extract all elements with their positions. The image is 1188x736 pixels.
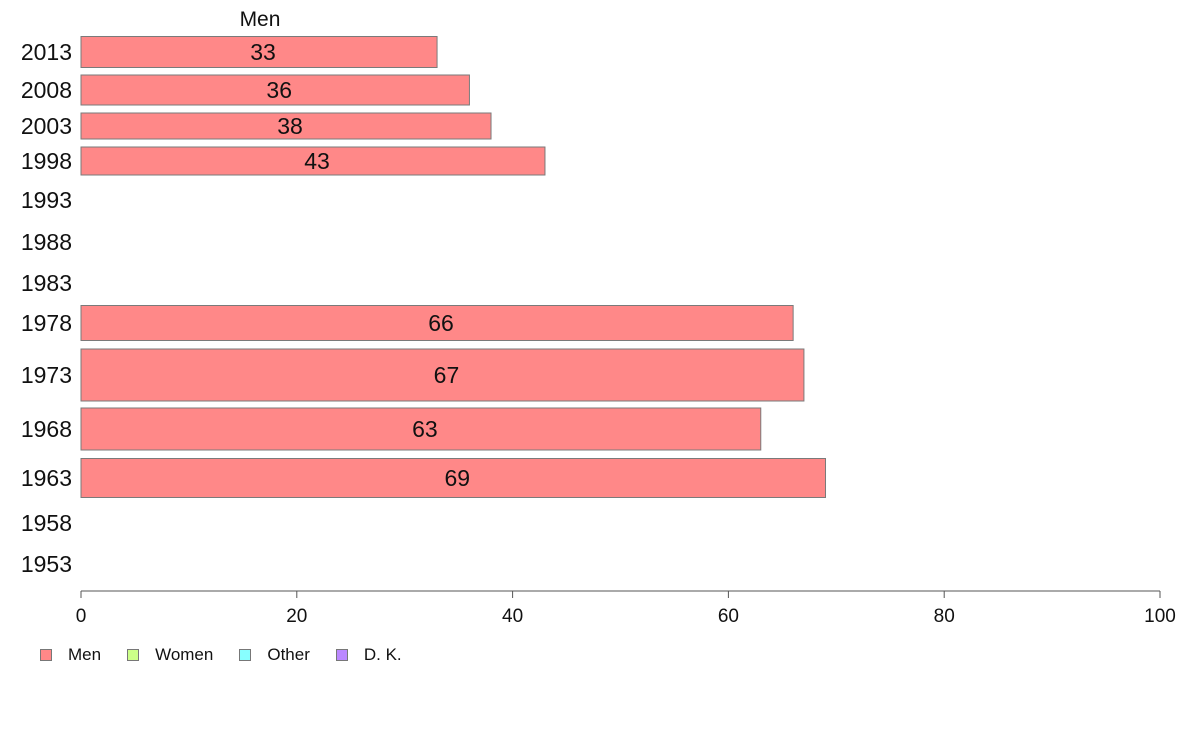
- category-label: 1978: [21, 310, 72, 336]
- data-label: 33: [250, 39, 276, 65]
- bar: [80, 348, 805, 402]
- legend-item-other: Other: [239, 645, 310, 665]
- category-label: 2003: [21, 113, 72, 139]
- legend-label-dk: D. K.: [363, 645, 402, 664]
- category-label: 1988: [21, 229, 72, 255]
- legend-label-men: Men: [68, 645, 102, 664]
- data-label: 43: [304, 148, 330, 174]
- x-tick-label: 40: [502, 606, 523, 627]
- data-label: 67: [434, 362, 460, 388]
- x-tick-label: 60: [718, 606, 739, 627]
- legend-item-women: Women: [127, 645, 213, 665]
- x-tick-label: 20: [286, 606, 307, 627]
- bar: [80, 112, 492, 140]
- bar: [80, 458, 827, 498]
- category-label: 2013: [21, 39, 72, 65]
- bar: [80, 146, 546, 176]
- category-label: 2008: [21, 77, 72, 103]
- category-label: 1963: [21, 465, 72, 491]
- bar: [80, 305, 794, 341]
- category-label: 1993: [21, 187, 72, 213]
- bar: [80, 407, 762, 451]
- legend: Men Women Other D. K.: [40, 645, 428, 665]
- legend-item-men: Men: [40, 645, 101, 665]
- data-label: 69: [444, 465, 470, 491]
- category-label: 1983: [21, 270, 72, 296]
- data-label: 38: [277, 113, 303, 139]
- category-label: 1998: [21, 148, 72, 174]
- bar: [80, 36, 438, 68]
- legend-swatch-men: [40, 649, 52, 661]
- x-tick-label: 100: [1144, 606, 1176, 627]
- category-label: 1953: [21, 551, 72, 577]
- data-label: 36: [266, 77, 292, 103]
- chart-title: Men: [240, 8, 281, 31]
- legend-swatch-women: [127, 649, 140, 661]
- x-tick-label: 80: [934, 606, 955, 627]
- legend-label-other: Other: [267, 645, 310, 664]
- legend-swatch-other: [239, 649, 252, 661]
- category-label: 1958: [21, 510, 72, 536]
- legend-label-women: Women: [155, 645, 214, 664]
- data-label: 63: [412, 416, 438, 442]
- x-tick-label: 0: [76, 606, 87, 627]
- legend-item-dk: D. K.: [335, 645, 402, 665]
- category-label: 1973: [21, 362, 72, 388]
- legend-swatch-dk: [335, 649, 348, 661]
- data-label: 66: [428, 310, 454, 336]
- category-label: 1968: [21, 416, 72, 442]
- bar: [80, 74, 470, 106]
